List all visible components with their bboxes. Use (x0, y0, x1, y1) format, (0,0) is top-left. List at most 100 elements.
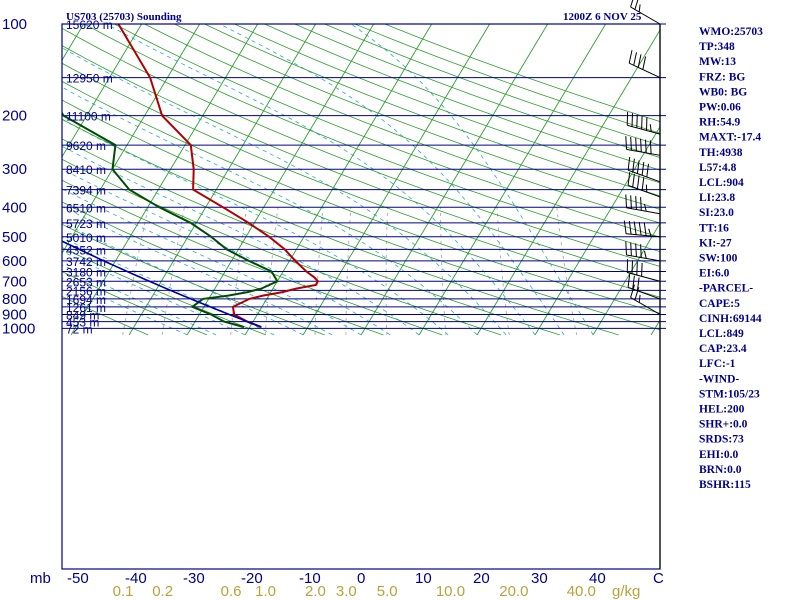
moist-adiabat-line (62, 145, 420, 336)
wind-barb-staff (630, 297, 661, 315)
moist-adiabat-line (106, 24, 536, 336)
wind-barb-flag (625, 194, 627, 208)
dry-adiabat-line (62, 179, 443, 336)
wind-barb-flag (640, 244, 642, 258)
wind-barb-flag (636, 277, 640, 291)
wind-barb-staff (626, 148, 661, 156)
height-label: 849 m (66, 308, 99, 322)
wind-barb-flag (635, 137, 637, 152)
wind-barb-staff (630, 6, 661, 25)
wind-barb-flag (634, 287, 640, 301)
dry-adiabat-line (62, 27, 660, 267)
height-label: 2156 m (66, 284, 106, 298)
index-entry: SW:100 (699, 253, 738, 265)
wind-barb-flag (636, 175, 640, 189)
index-entry: TT:16 (699, 222, 729, 234)
wind-barb-flag (631, 260, 633, 274)
wind-barb-flag (644, 250, 647, 259)
wind-barb-flag (641, 162, 645, 176)
temperature-tick-label: -50 (67, 570, 89, 587)
index-entry: MAXT:-17.4 (699, 132, 761, 144)
wind-barb (626, 259, 661, 282)
wind-barb-flag (632, 173, 635, 188)
wind-barb-flag (628, 50, 633, 64)
height-label: 15620 m (66, 18, 113, 32)
mixing-ratio-line (345, 207, 352, 335)
wind-barb-flag (627, 156, 631, 171)
mixing-ratio-line (230, 207, 248, 335)
wind-barb-flag (635, 196, 637, 210)
index-entry: SHR+:0.0 (699, 419, 748, 431)
moist-adiabat-line (62, 168, 391, 336)
dry-adiabat-line (294, 24, 660, 158)
wind-barb-flag (634, 0, 639, 10)
pressure-label: 400 (2, 199, 27, 216)
dry-adiabat-line (114, 24, 660, 238)
index-entry: LCL:849 (699, 328, 744, 340)
dry-adiabat-line (204, 24, 660, 197)
mixing-ratio-tick-label: 5.0 (377, 583, 398, 600)
index-entry: WMO:25703 (699, 26, 763, 38)
wind-barb-flag (632, 158, 635, 172)
wind-barb-flag (632, 275, 635, 290)
temperature-tick-label: -10 (299, 570, 321, 587)
wind-barb (627, 172, 661, 198)
wind-barb (625, 241, 661, 262)
dry-adiabat-line (62, 247, 266, 336)
pressure-label: 1000 (2, 320, 35, 337)
wind-barb-flag (636, 160, 640, 174)
wind-barb (626, 111, 661, 135)
index-entry: RH:54.9 (699, 117, 740, 129)
index-entry: CINH:69144 (699, 313, 762, 325)
wind-barb-staff (626, 254, 661, 262)
wind-barb-staff (627, 124, 661, 135)
index-entry: -WIND- (699, 373, 739, 385)
index-entry: WB0: BG (699, 86, 747, 98)
dry-adiabat-line (62, 118, 619, 336)
mixing-ratio-tick-label: 10.0 (436, 583, 465, 600)
wind-barb-flag (630, 136, 632, 151)
mixing-ratio-tick-label: 1.0 (255, 583, 276, 600)
mixing-ratio-line (122, 207, 149, 335)
wind-barb-flag (623, 220, 627, 234)
dry-adiabat-line (62, 158, 502, 336)
height-label: 12950 m (66, 72, 113, 86)
isotherm-line (128, 24, 317, 336)
index-entry: SRDS:73 (699, 434, 744, 446)
wind-barb-flag (640, 197, 642, 211)
wind-barb-flag (625, 136, 627, 150)
isotherm-line (592, 222, 660, 336)
mixing-ratio-line (314, 207, 324, 335)
wind-barb-flag (641, 115, 643, 130)
wind-barb-flag (636, 114, 638, 128)
temperature-tick-label: -20 (241, 570, 263, 587)
temperature-tick-label: 20 (473, 570, 490, 587)
dry-adiabat-line (62, 223, 325, 336)
pressure-label: 500 (2, 229, 27, 246)
isotherm-line (62, 24, 143, 158)
height-label: 3180 m (66, 265, 106, 279)
pressure-label: 700 (2, 273, 27, 290)
index-entry: CAPE:5 (699, 298, 740, 310)
moist-adiabat-line (62, 118, 449, 336)
index-entry: EI:6.0 (699, 268, 730, 280)
mixing-ratio-line (385, 207, 389, 335)
temperature-tick-label: 30 (531, 570, 548, 587)
height-label: 453 m (66, 316, 99, 330)
pressure-label: 900 (2, 306, 27, 323)
wind-barb-flag (642, 56, 647, 70)
wind-barb (623, 220, 661, 238)
moist-adiabat-line (62, 188, 362, 336)
wind-barb-flag (637, 54, 642, 68)
mixing-ratio-tick-label: 3.0 (336, 583, 357, 600)
wind-barb (630, 0, 661, 25)
wind-barb-flag (640, 138, 642, 153)
height-label: 6510 m (66, 201, 106, 215)
index-entry: LI:23.8 (699, 192, 735, 204)
valid-time: 1200Z 6 NOV 25 (563, 11, 642, 23)
temperature-unit-label: C (653, 570, 664, 587)
height-label: 1694 m (66, 293, 106, 307)
moist-adiabat-line (62, 47, 507, 336)
dry-adiabat-line (234, 24, 660, 184)
